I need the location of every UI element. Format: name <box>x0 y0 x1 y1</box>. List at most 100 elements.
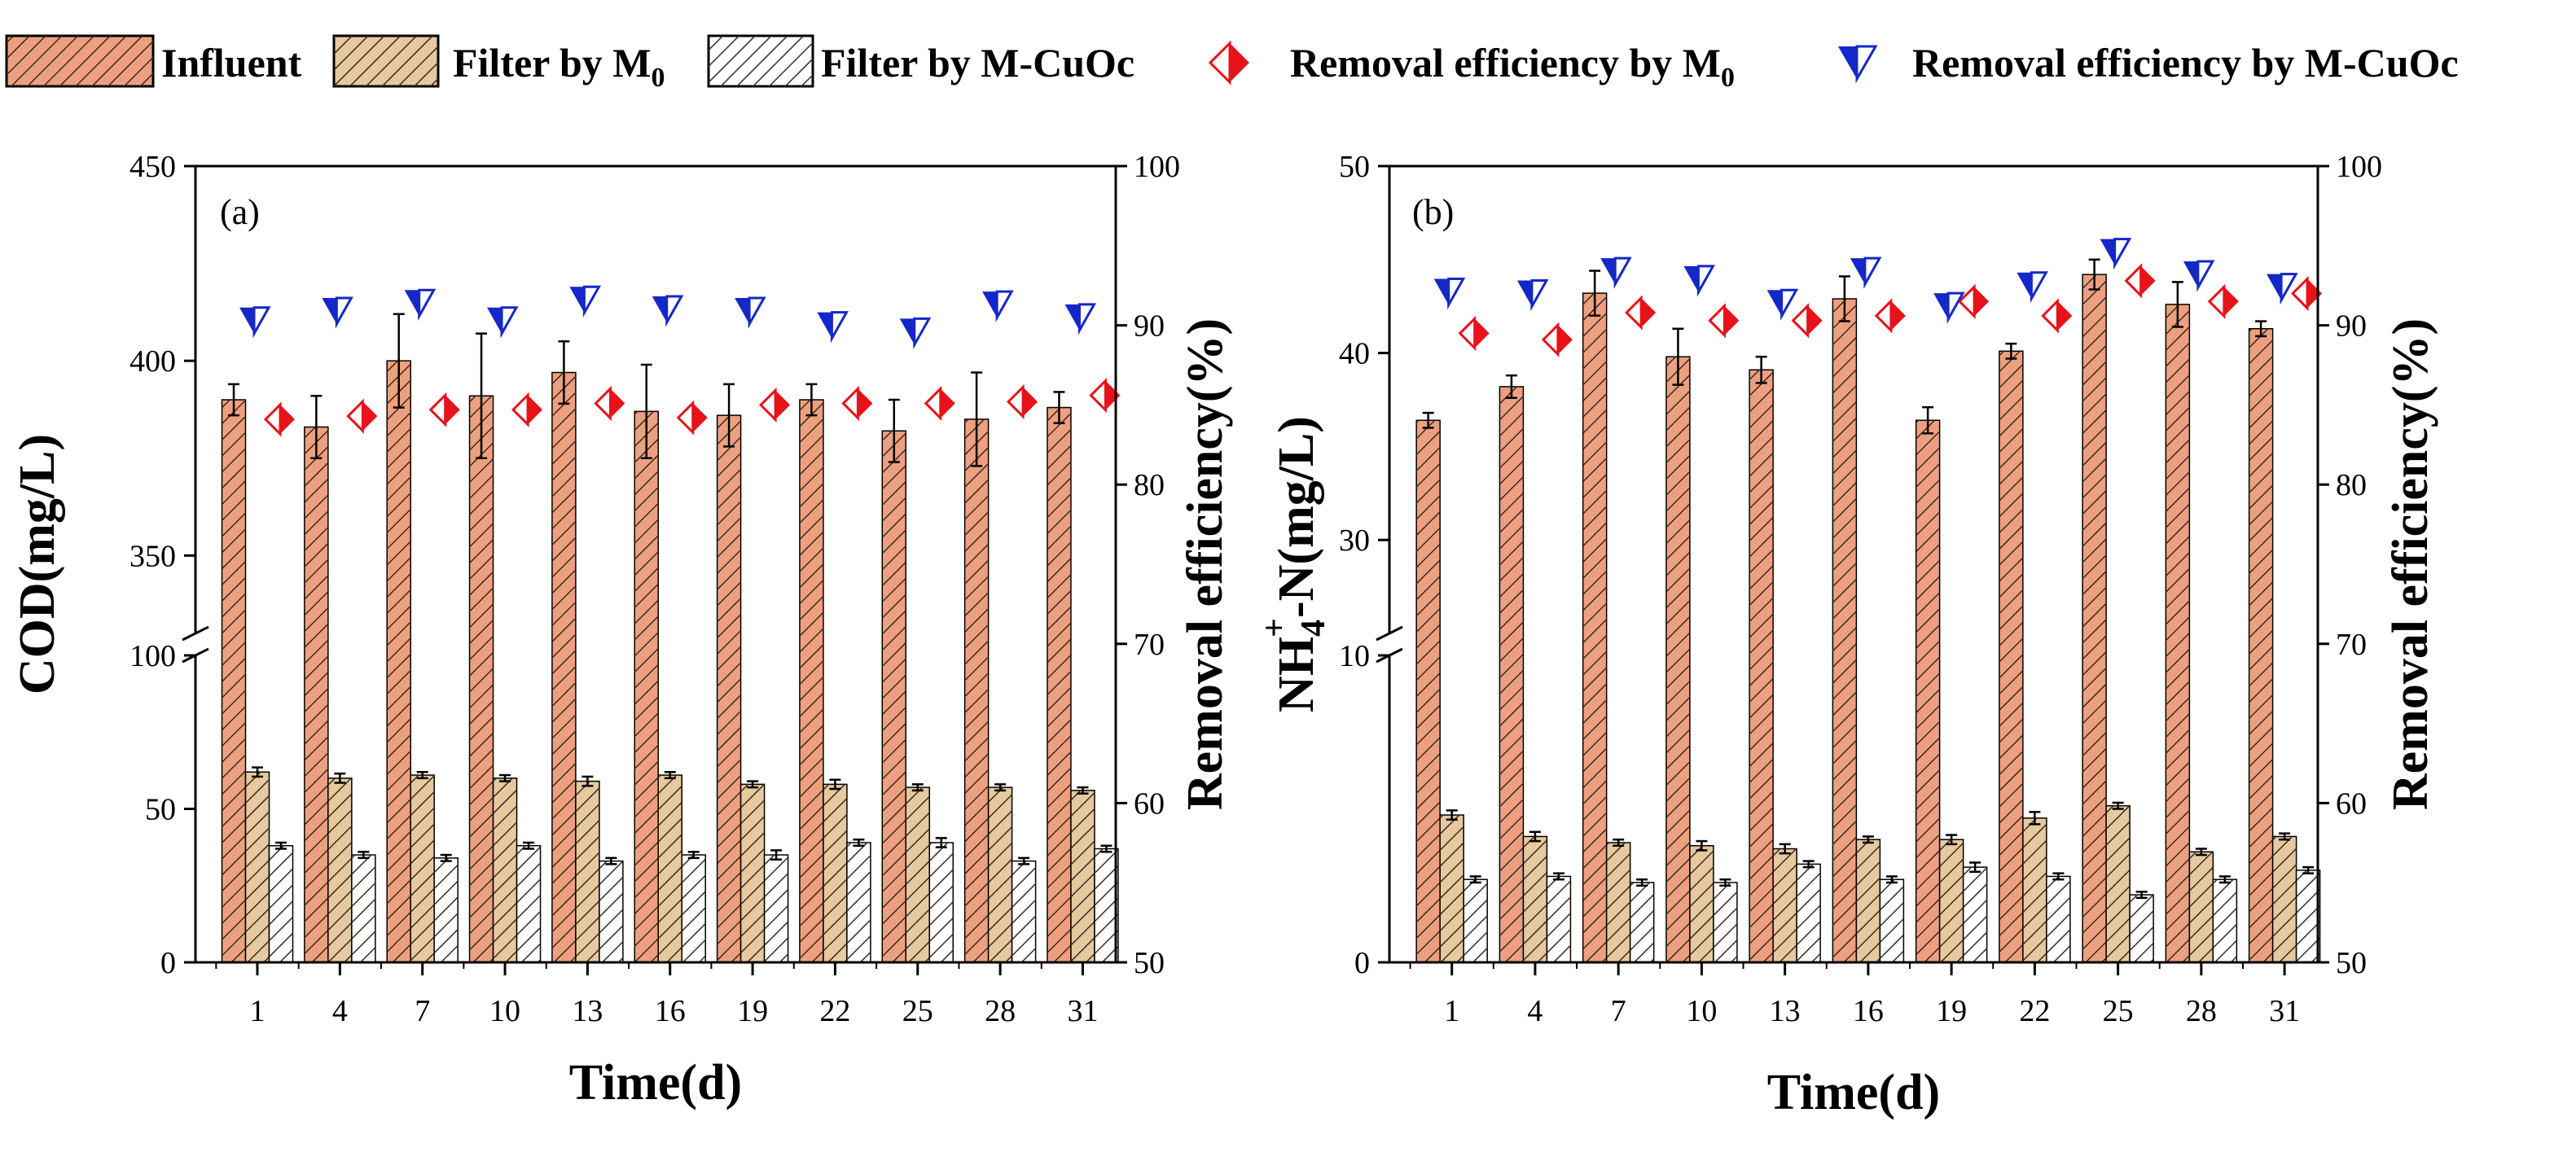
legend-influent-hatch <box>7 36 153 86</box>
marker-removal-m0 <box>2207 283 2239 319</box>
x-tick-label: 19 <box>1936 994 1967 1028</box>
bar-filter-mcuoc-group <box>1796 863 1821 963</box>
bar-filter-mcuoc-group <box>1463 878 1488 963</box>
bar-filter-m0-group <box>575 780 600 963</box>
error-bar-filter-m0 <box>1862 835 1874 844</box>
bar-filter-mcuoc-group <box>2046 875 2071 963</box>
error-bar-filter-mcuoc <box>2302 865 2315 874</box>
marker-half-filled <box>1105 380 1121 410</box>
bar-hatch <box>1749 370 1774 962</box>
bar-filter-mcuoc-group <box>2129 894 2154 963</box>
error-bar-filter-mcuoc <box>440 853 452 862</box>
x-tick-label: 31 <box>1067 994 1098 1028</box>
bar-hatch <box>1523 836 1547 962</box>
marker-removal-m0 <box>676 400 708 436</box>
bar-filter-mcuoc-group <box>1094 848 1119 963</box>
marker-removal-mcuoc <box>1850 256 1882 289</box>
y2-tick-label: 70 <box>1134 628 1165 662</box>
bar-hatch <box>1440 815 1464 962</box>
bar-influent-group <box>881 430 907 963</box>
bar-hatch <box>882 431 906 962</box>
x-tick-label: 16 <box>655 994 686 1028</box>
bar-hatch <box>1547 876 1571 962</box>
bar-influent-group <box>1832 298 1858 963</box>
y-tick-label: 100 <box>129 639 176 673</box>
axis-break-marks <box>1376 625 1403 664</box>
marker-half-open <box>582 285 601 318</box>
marker-half-filled <box>1724 305 1740 335</box>
marker-half-filled <box>1064 304 1080 331</box>
bar-filter-mcuoc-group <box>2295 870 2321 963</box>
error-bar-influent <box>558 340 570 405</box>
marker-half-open <box>758 387 777 423</box>
marker-removal-mcuoc <box>404 288 437 321</box>
error-bar-filter-mcuoc <box>1719 878 1731 887</box>
axis-break-marks <box>182 625 209 664</box>
bar-filter-m0-group <box>2022 817 2047 963</box>
marker-half-filled <box>1600 258 1616 285</box>
legend-removal-mcuoc-label: Removal efficiency by M-CuOc <box>1912 40 2459 85</box>
marker-half-filled <box>528 395 543 425</box>
legend-removal-m0-text: Removal efficiency by M <box>1290 40 1721 85</box>
marker-half-filled <box>735 297 750 324</box>
y-axis-label: NH4+-N(mg/L) <box>1256 416 1332 712</box>
bar-hatch <box>682 855 706 962</box>
marker-half-filled <box>1683 265 1699 292</box>
bar-filter-m0-group <box>1938 839 1964 963</box>
marker-half-filled <box>239 307 255 334</box>
marker-removal-mcuoc <box>1433 278 1466 310</box>
bar-hatch <box>2189 852 2214 962</box>
bar-hatch <box>1416 420 1441 962</box>
bar-hatch <box>929 842 954 962</box>
error-bar-influent <box>888 398 900 463</box>
legend: Influent Filter by M0 Filter by M-CuOc R… <box>5 34 2459 93</box>
x-tick-label: 19 <box>737 994 768 1028</box>
bar-hatch <box>304 427 328 962</box>
error-bar-filter-m0 <box>747 780 759 789</box>
bar-hatch <box>1464 879 1488 962</box>
error-bar-influent <box>228 383 240 417</box>
marker-half-filled <box>2307 278 2323 309</box>
bar-hatch <box>1070 790 1095 962</box>
bar-filter-mcuoc-group <box>268 844 294 963</box>
bar-hatch <box>434 857 459 962</box>
marker-half-open <box>1077 303 1097 335</box>
marker-half-open <box>2290 275 2309 312</box>
error-bar-influent <box>1755 355 1767 384</box>
bar-hatch <box>1963 867 1987 962</box>
error-bar-filter-m0 <box>416 771 428 780</box>
bar-filter-m0-group <box>244 771 270 963</box>
marker-half-filled <box>1933 293 1949 320</box>
error-bar-influent <box>1672 327 1684 386</box>
bar-hatch <box>717 415 741 963</box>
bar-hatch <box>1630 882 1654 962</box>
bar-hatch <box>740 784 765 962</box>
y-tick-label: 450 <box>129 150 176 184</box>
marker-half-filled <box>1974 287 1990 317</box>
legend-filter-mcuoc-label: Filter by M-CuOc <box>821 40 1134 85</box>
error-bar-influent <box>1422 411 1434 429</box>
marker-half-open <box>428 392 447 427</box>
bar-filter-mcuoc-group <box>763 854 789 963</box>
marker-removal-mcuoc <box>1600 256 1632 289</box>
bar-hatch <box>2272 836 2297 962</box>
legend-influent-label: Influent <box>161 40 302 85</box>
bar-influent-group <box>1499 386 1525 963</box>
error-bar-filter-m0 <box>334 772 346 784</box>
error-bar-filter-mcuoc <box>2218 875 2231 884</box>
error-bar-filter-mcuoc <box>1802 860 1815 869</box>
bar-influent-group <box>716 414 742 963</box>
bar-influent-group <box>2082 274 2107 963</box>
error-bar-filter-mcuoc <box>770 849 783 861</box>
y-tick-label: 10 <box>1339 639 1370 673</box>
marker-removal-m0 <box>346 398 378 434</box>
bar-influent-group <box>221 399 247 963</box>
marker-half-filled <box>322 297 337 324</box>
bar-hatch <box>387 361 411 963</box>
marker-removal-mcuoc <box>735 296 766 329</box>
legend-filter-mcuoc-hatch <box>709 36 813 86</box>
marker-removal-mcuoc <box>817 311 849 344</box>
error-bar-filter-mcuoc <box>2135 891 2148 900</box>
error-bar-filter-m0 <box>2112 801 2124 810</box>
bar-filter-m0-group <box>410 774 435 963</box>
